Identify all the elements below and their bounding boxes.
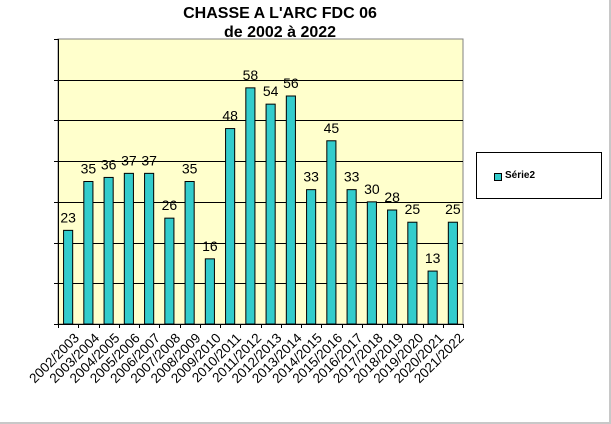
data-label: 58 <box>243 67 259 83</box>
bar <box>285 95 296 325</box>
data-label: 30 <box>364 181 380 197</box>
bar <box>83 181 94 325</box>
bar <box>144 172 155 325</box>
bar <box>204 258 215 325</box>
bar <box>184 181 195 325</box>
data-label: 54 <box>263 83 279 99</box>
data-label: 28 <box>384 189 400 205</box>
bar <box>123 172 134 325</box>
bar <box>306 189 317 325</box>
bar <box>63 229 74 325</box>
data-label: 26 <box>162 197 178 213</box>
data-label: 56 <box>283 75 299 91</box>
bar <box>447 221 458 325</box>
bar <box>265 103 276 325</box>
data-label: 13 <box>425 250 441 266</box>
data-label: 33 <box>344 169 360 185</box>
bar <box>387 209 398 325</box>
chart-subtitle: de 2002 à 2022 <box>223 24 337 41</box>
data-label: 23 <box>60 209 76 225</box>
data-label: 36 <box>101 156 117 172</box>
chart-title-block: CHASSE A L'ARC FDC 06 de 2002 à 2022 <box>0 4 560 42</box>
bar <box>427 270 438 325</box>
data-label: 33 <box>303 169 319 185</box>
bar <box>326 140 337 325</box>
legend-swatch <box>494 173 502 181</box>
data-label: 25 <box>445 201 461 217</box>
data-label: 16 <box>202 238 218 254</box>
legend-label: Série2 <box>505 170 536 181</box>
bar <box>103 176 114 325</box>
bar <box>245 87 256 325</box>
data-label: 35 <box>182 161 198 177</box>
plot-area <box>57 38 464 325</box>
chart-title: CHASSE A L'ARC FDC 06 <box>183 5 377 22</box>
data-label: 45 <box>324 120 340 136</box>
data-label: 35 <box>81 161 97 177</box>
bar <box>346 189 357 325</box>
data-label: 25 <box>405 201 421 217</box>
bar <box>407 221 418 325</box>
data-label: 37 <box>121 152 137 168</box>
legend: Série2 <box>476 152 602 199</box>
data-label: 37 <box>141 152 157 168</box>
bar <box>366 201 377 325</box>
data-label: 48 <box>222 108 238 124</box>
bar <box>164 217 175 325</box>
bar <box>225 128 236 325</box>
